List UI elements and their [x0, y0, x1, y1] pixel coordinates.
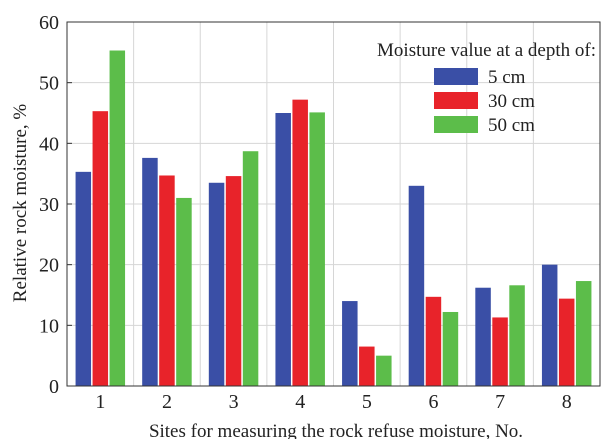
y-tick-label: 20 [39, 255, 59, 277]
legend-label: 5 cm [488, 67, 526, 88]
bar [275, 113, 291, 386]
bar [492, 317, 508, 386]
legend-label: 30 cm [488, 91, 535, 112]
bar [376, 355, 392, 386]
legend-swatch [434, 68, 478, 85]
legend-swatch [434, 92, 478, 109]
bars [75, 50, 592, 387]
y-tick-label: 60 [39, 12, 59, 34]
x-axis-label: Sites for measuring the rock refuse mois… [149, 421, 523, 439]
bar [425, 296, 442, 386]
bar [292, 99, 308, 387]
x-tick-label: 2 [162, 391, 172, 413]
x-tick-label: 7 [495, 391, 505, 413]
bar [309, 112, 325, 386]
bar [109, 50, 126, 386]
legend-swatch [434, 116, 478, 133]
bar [342, 301, 358, 386]
x-tick-label: 8 [562, 391, 572, 413]
bar [159, 175, 175, 386]
bar [208, 182, 225, 386]
y-tick-label: 0 [49, 376, 59, 398]
bar [92, 111, 109, 387]
x-axis-ticks: 1 2 3 4 5 6 7 8 [95, 391, 571, 413]
bar [475, 287, 491, 386]
x-tick-label: 3 [229, 391, 239, 413]
bar [225, 176, 242, 386]
x-tick-label: 4 [295, 391, 305, 413]
legend-items: 5 cm 30 cm 50 cm [434, 67, 535, 136]
x-tick-label: 1 [95, 391, 105, 413]
bar [142, 157, 158, 386]
bar [359, 346, 375, 386]
bar [75, 171, 92, 386]
legend-title: Moisture value at a depth of: [377, 40, 596, 61]
bar [509, 285, 525, 386]
bar [408, 185, 425, 386]
bar [442, 311, 459, 386]
bar [541, 264, 558, 386]
bar [242, 151, 259, 386]
bar [558, 298, 575, 386]
x-tick-label: 5 [362, 391, 372, 413]
y-tick-label: 10 [39, 315, 59, 337]
bar [176, 197, 192, 386]
y-axis-ticks: 0 10 20 30 40 50 60 [39, 12, 72, 398]
y-tick-label: 30 [39, 194, 59, 216]
y-tick-label: 50 [39, 73, 59, 95]
legend-label: 50 cm [488, 115, 535, 136]
y-tick-label: 40 [39, 133, 59, 155]
x-tick-label: 6 [428, 391, 438, 413]
bar [575, 281, 592, 386]
y-axis-label: Relative rock moisture, % [10, 104, 31, 303]
grid-lines [67, 21, 600, 387]
